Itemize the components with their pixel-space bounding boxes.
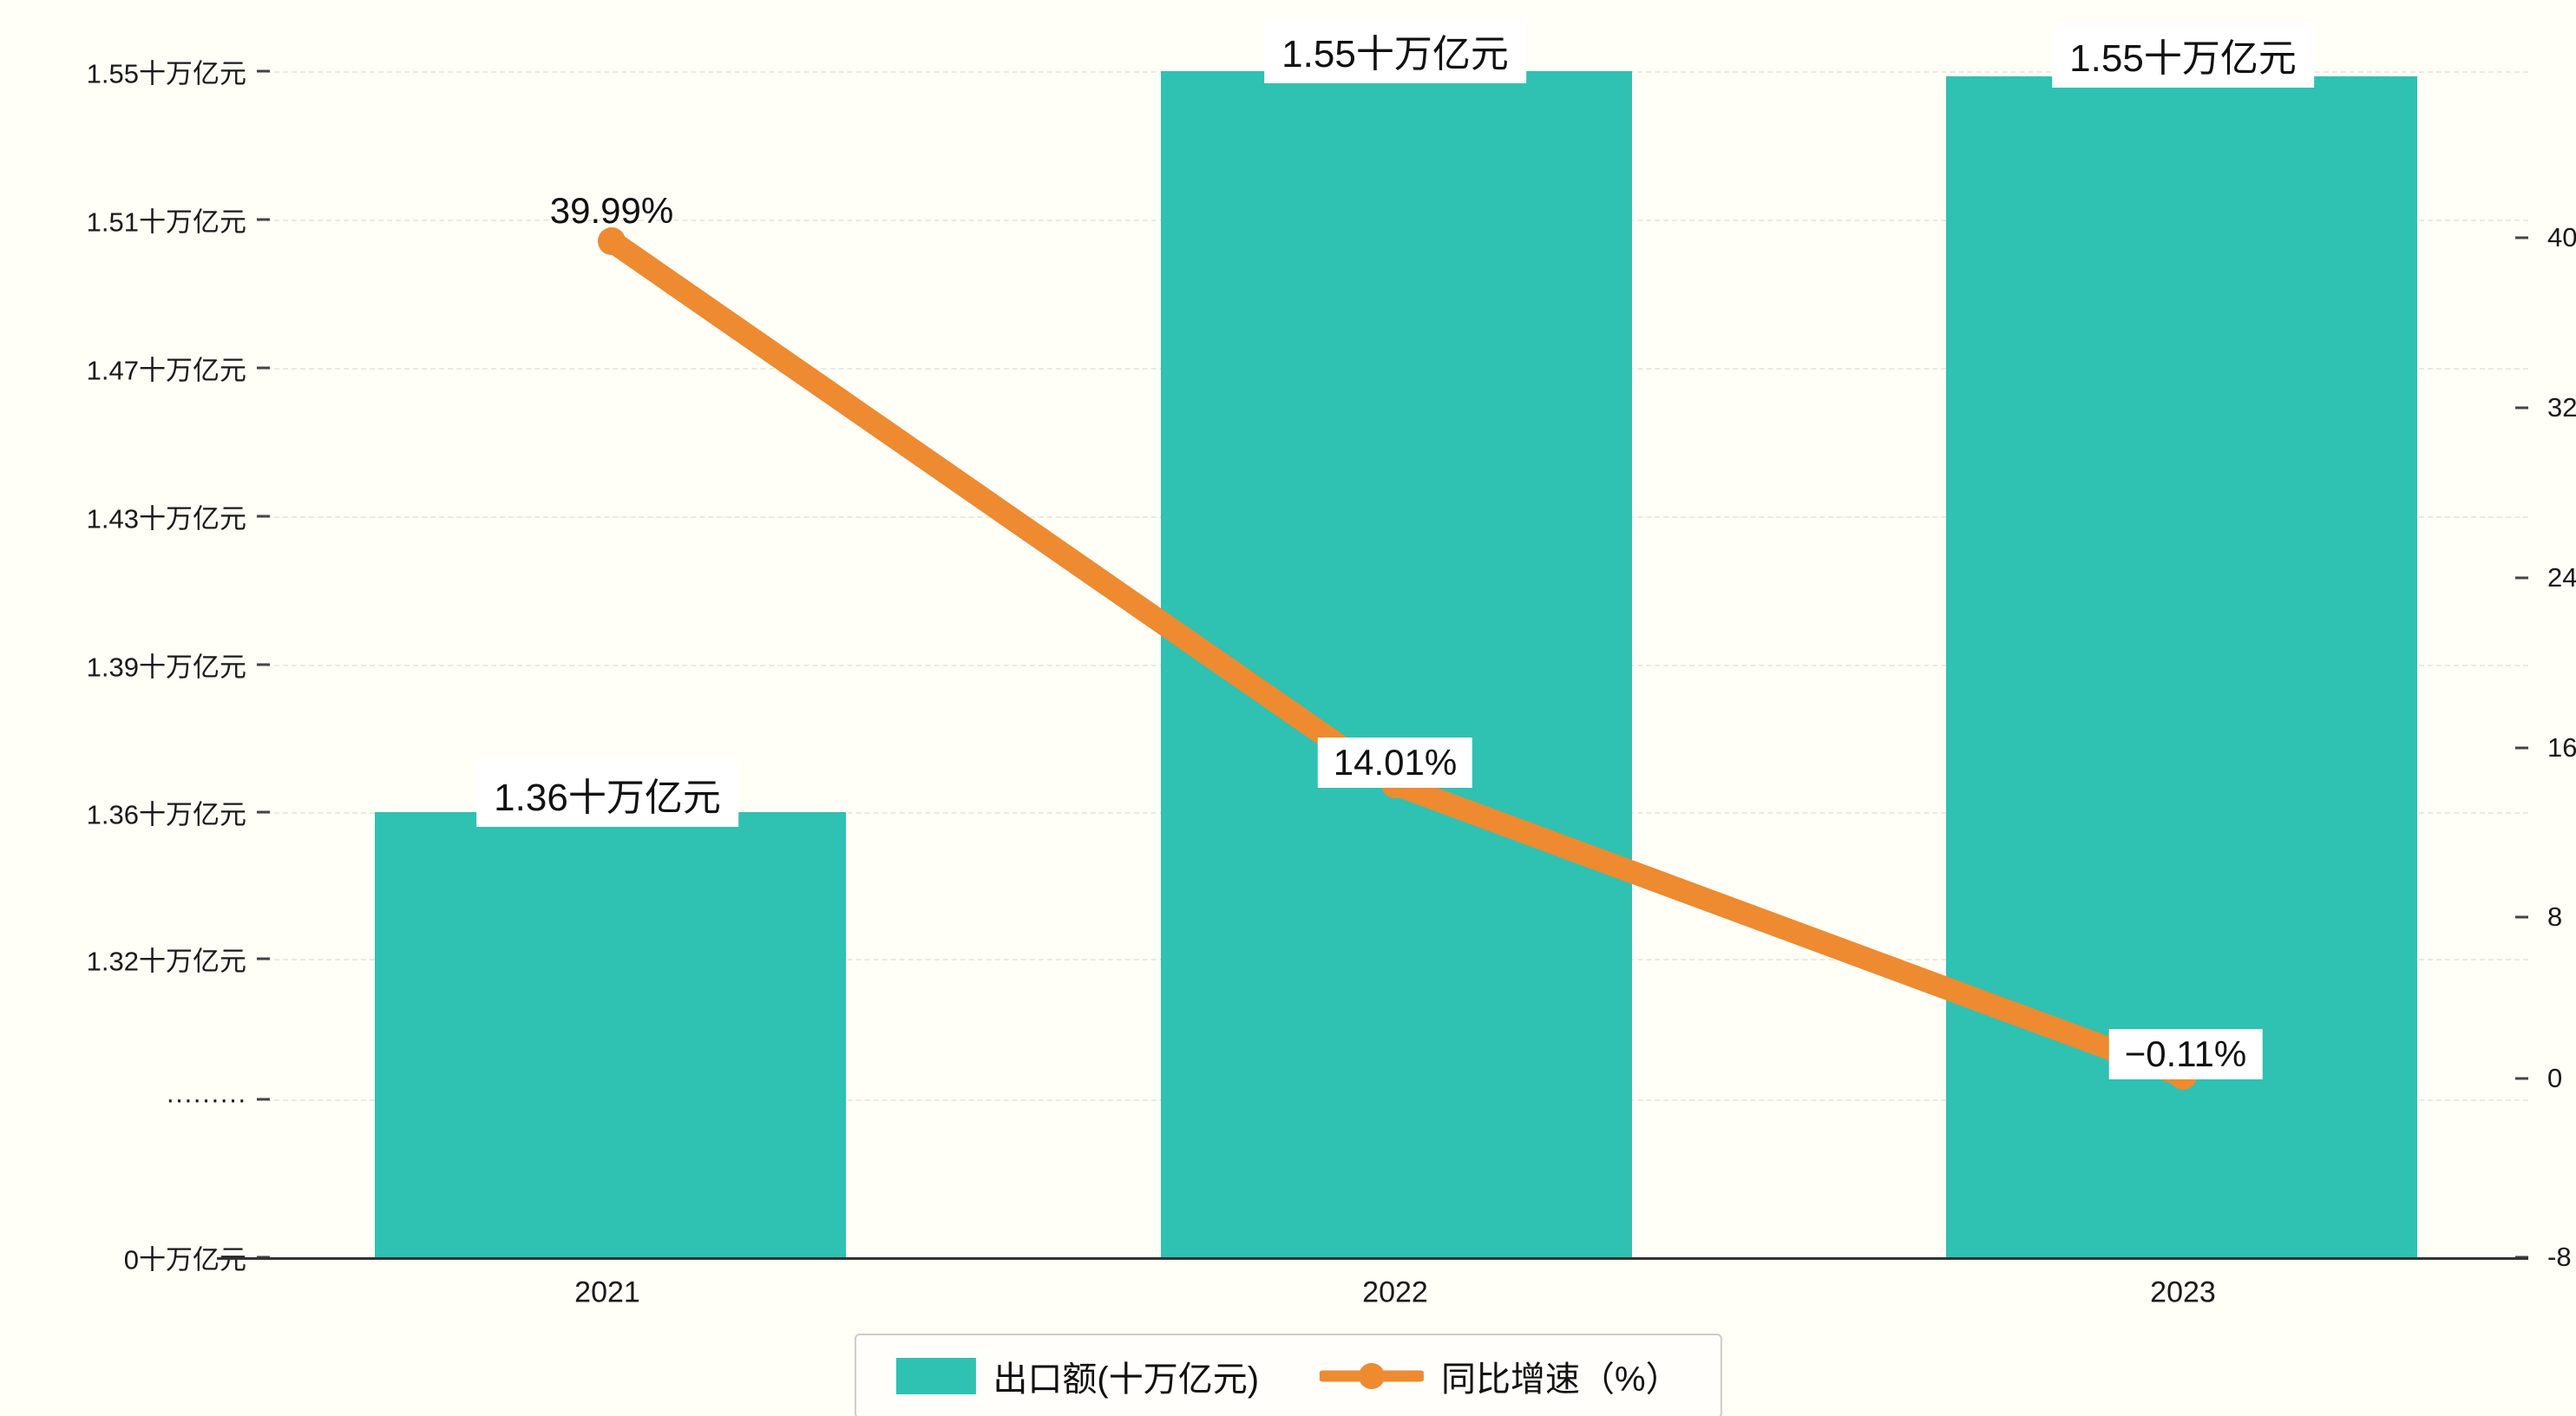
line-series-swatch-icon xyxy=(1320,1363,1425,1389)
y-right-tickmark xyxy=(2515,406,2528,410)
y-left-tickmark xyxy=(257,218,270,221)
legend-label-export-value: 出口额(十万亿元) xyxy=(993,1360,1260,1399)
y-left-tickmark xyxy=(257,1098,270,1101)
legend-label-growth-rate: 同比增速（%） xyxy=(1441,1360,1681,1399)
y-left-tickmark xyxy=(257,810,270,814)
y-left-tick-label: 1.55十万亿元 xyxy=(86,58,246,89)
x-axis-label-2021: 2021 xyxy=(574,1275,640,1309)
x-axis-label-2022: 2022 xyxy=(1362,1275,1428,1309)
bar-2021 xyxy=(375,812,846,1257)
y-right-tick-label: 0 xyxy=(2547,1063,2563,1093)
y-left-tickmark xyxy=(257,957,270,960)
growth-label-2021: 39.99% xyxy=(549,190,674,231)
growth-point-2021 xyxy=(598,227,626,255)
legend: 出口额(十万亿元) 同比增速（%） xyxy=(854,1334,1722,1416)
y-left-tick-label: 1.43十万亿元 xyxy=(86,503,246,534)
y-left-tick-label: 1.36十万亿元 xyxy=(86,799,246,830)
bar-value-label-2022: 1.55十万亿元 xyxy=(1264,17,1526,83)
y-right-tick-label: 24 xyxy=(2547,562,2576,593)
bar-series-swatch-icon xyxy=(895,1358,976,1394)
growth-label-2023: −0.11% xyxy=(2108,1029,2263,1079)
bar-value-label-2023: 1.55十万亿元 xyxy=(2052,22,2314,88)
y-left-tickmark xyxy=(257,366,270,370)
y-right-tick-label: -8 xyxy=(2547,1242,2572,1272)
growth-label-2022: 14.01% xyxy=(1317,738,1473,788)
legend-item-growth-rate[interactable]: 同比增速（%） xyxy=(1320,1351,1681,1401)
y-right-tickmark xyxy=(2515,915,2528,919)
y-left-tickmark xyxy=(257,663,270,666)
y-left-tick-label: 1.51十万亿元 xyxy=(86,206,246,238)
y-right-tickmark xyxy=(2515,746,2528,750)
y-left-tick-label: 1.39十万亿元 xyxy=(86,652,246,683)
y-right-tickmark xyxy=(2515,236,2528,239)
x-axis-label-2023: 2023 xyxy=(2150,1275,2216,1309)
y-right-tick-label: 40 xyxy=(2547,222,2576,252)
y-right-tickmark xyxy=(2515,1077,2528,1080)
y-left-tickmark xyxy=(257,515,270,518)
y-left-tick-label: 0十万亿元 xyxy=(123,1244,246,1275)
y-right-tick-label: 16 xyxy=(2547,732,2576,763)
y-left-tick-label: 1.47十万亿元 xyxy=(86,355,246,386)
y-left-tickmark xyxy=(257,69,270,73)
x-axis-line xyxy=(217,1257,2528,1260)
y-left-axis-break-dots: ········· xyxy=(166,1084,246,1114)
bar-value-label-2021: 1.36十万亿元 xyxy=(476,761,738,827)
legend-item-export-value[interactable]: 出口额(十万亿元) xyxy=(895,1351,1259,1401)
y-left-tick-label: 1.32十万亿元 xyxy=(86,946,246,977)
growth-line xyxy=(600,230,2194,1087)
y-right-tick-label: 32 xyxy=(2547,392,2576,423)
y-right-tickmark xyxy=(2515,576,2528,580)
y-right-tick-label: 8 xyxy=(2547,901,2563,932)
